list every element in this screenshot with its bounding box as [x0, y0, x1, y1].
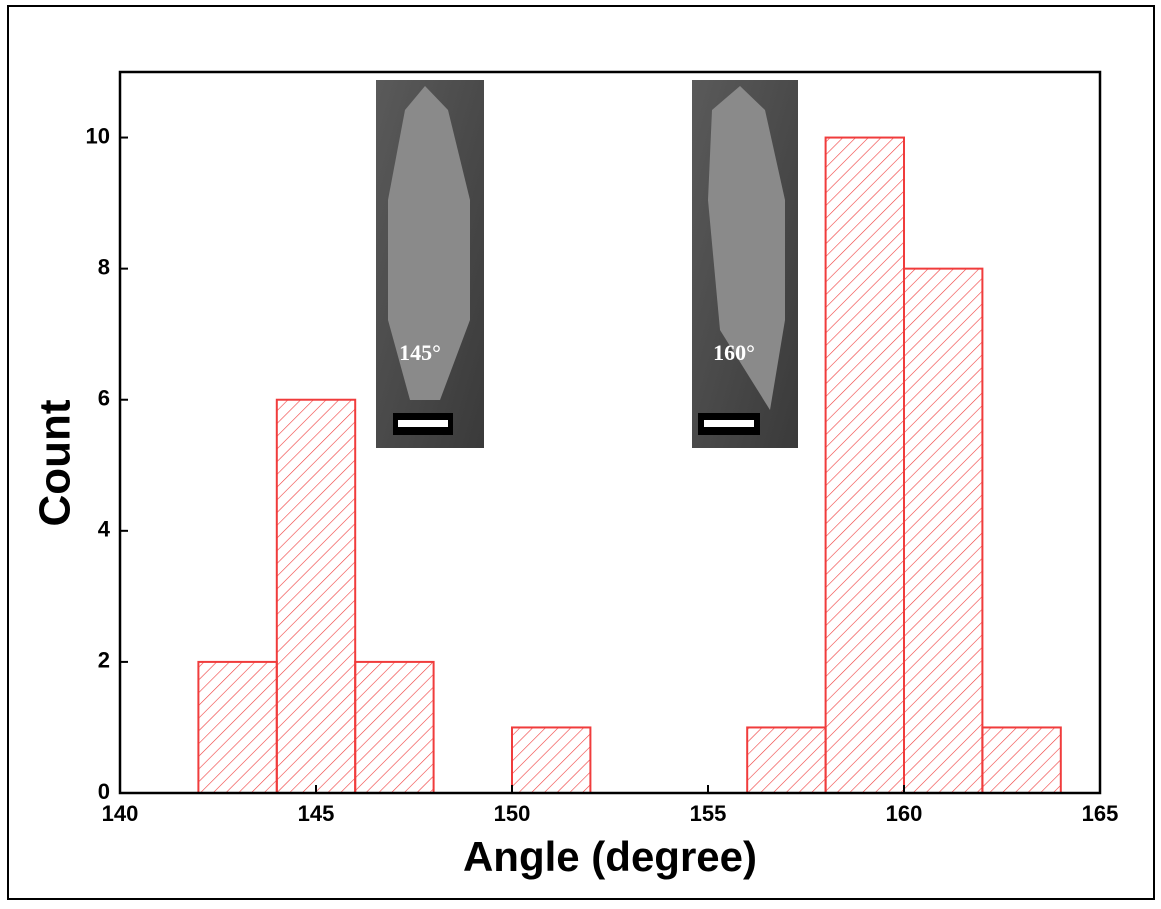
histogram-bar — [511, 726, 592, 794]
y-tick-label: 0 — [98, 779, 110, 804]
histogram-bar — [746, 726, 827, 794]
outer-frame — [7, 5, 1155, 900]
y-tick-label: 4 — [98, 517, 111, 542]
x-tick-label: 165 — [1082, 801, 1119, 826]
inset-image — [692, 80, 798, 448]
histogram-bar — [354, 660, 435, 795]
x-tick-label: 160 — [886, 801, 923, 826]
y-tick-label: 6 — [98, 386, 110, 411]
y-tick-label: 10 — [86, 123, 110, 148]
annotation: 160° — [713, 340, 755, 365]
y-tick-label: 8 — [98, 254, 110, 279]
plot-frame — [118, 70, 1102, 795]
x-axis-label: Angle (degree) — [463, 833, 757, 880]
x-tick-label: 150 — [494, 801, 531, 826]
annotation: 145° — [399, 340, 441, 365]
histogram-bar — [275, 398, 357, 794]
y-axis-label: Count — [31, 399, 80, 526]
x-tick-label: 145 — [298, 801, 335, 826]
histogram-bar — [197, 660, 278, 795]
insets — [376, 80, 798, 448]
inset-image — [376, 80, 484, 448]
histogram-bar — [824, 136, 905, 794]
x-tick-label: 140 — [102, 801, 139, 826]
histogram-bar — [903, 267, 984, 794]
x-tick-label: 155 — [690, 801, 727, 826]
histogram-bar — [981, 726, 1062, 794]
y-tick-label: 2 — [98, 648, 110, 673]
